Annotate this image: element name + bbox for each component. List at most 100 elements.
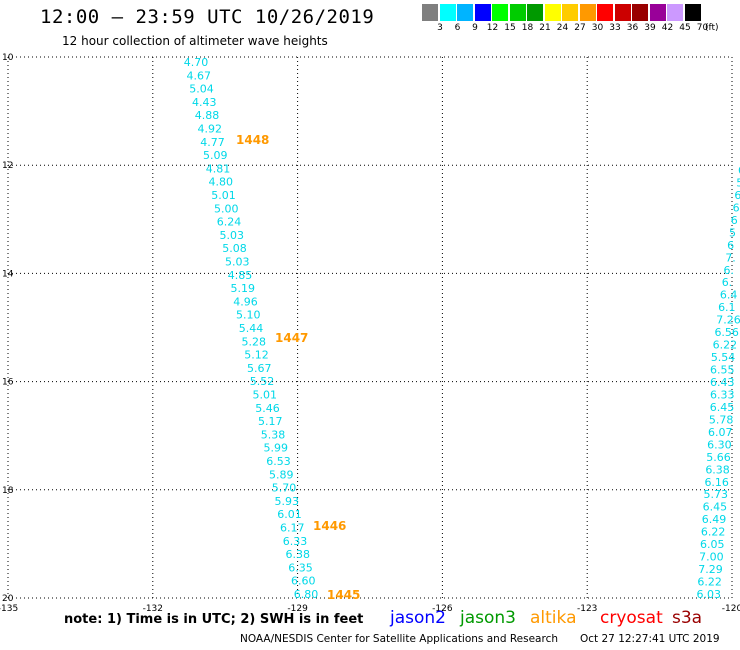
wave-height-value-right: 5.66: [706, 451, 731, 464]
wave-height-value: 6.33: [283, 535, 308, 548]
wave-height-value-right: 7.26: [716, 314, 740, 327]
wave-height-value: 4.67: [187, 69, 212, 82]
wave-height-value-right: 6.05: [700, 538, 725, 551]
lat-tick-label: 10: [2, 53, 14, 63]
wave-height-value: 5.09: [203, 149, 228, 162]
wave-height-value-right: 6: [733, 201, 740, 214]
wave-height-value-right: 7.: [725, 251, 736, 264]
wave-height-value: 5.38: [261, 428, 286, 441]
wave-height-value-right: 7.29: [698, 563, 723, 576]
wave-height-value: 4.43: [192, 96, 217, 109]
wave-height-value: 6.80: [294, 588, 319, 601]
wave-height-value: 6.60: [291, 575, 316, 588]
wave-height-value-right: 6.1: [718, 301, 736, 314]
wave-height-value: 5.03: [220, 229, 245, 242]
wave-height-value-right: 6.03: [697, 588, 722, 601]
footer-note: note: 1) Time is in UTC; 2) SWH is in fe…: [64, 612, 364, 627]
lat-tick-label: 20: [2, 594, 14, 604]
lon-tick-label: -120: [722, 604, 740, 614]
pass-time-label: 1445: [327, 588, 360, 602]
wave-height-value: 4.80: [209, 176, 234, 189]
wave-height-value-right: 6.45: [710, 401, 735, 414]
wave-height-value-right: 6.22: [697, 576, 722, 589]
wave-height-value: 5.52: [250, 375, 275, 388]
wave-height-value: 5.70: [272, 482, 297, 495]
colorbar-swatch: [667, 4, 684, 21]
wave-height-value: 5.12: [244, 349, 269, 362]
wave-height-value: 5.89: [269, 468, 294, 481]
satellite-label-s3a: s3a: [672, 608, 703, 628]
pass-time-label: 1447: [275, 331, 308, 345]
lon-tick-label: -126: [432, 604, 453, 614]
wave-height-value-right: 6.45: [703, 501, 728, 514]
colorbar-label: 27: [574, 23, 586, 33]
satellite-label-cryosat: cryosat: [600, 608, 663, 628]
wave-height-value-right: 6.: [722, 276, 733, 289]
wave-height-value: 4.70: [184, 56, 209, 69]
wave-height-value-right: 6.: [724, 264, 735, 277]
lon-tick-label: -132: [143, 604, 163, 614]
lon-tick-label: -129: [287, 604, 308, 614]
colorbar-label: 36: [626, 23, 639, 33]
wave-height-value: 5.46: [255, 402, 280, 415]
wave-height-value-right: 5: [736, 176, 740, 189]
wave-height-value: 5.93: [275, 495, 300, 508]
colorbar-label: 70: [696, 23, 709, 33]
colorbar-label: 42: [661, 23, 674, 33]
wave-height-value-right: 6.30: [707, 438, 732, 451]
wave-height-value: 5.28: [242, 335, 267, 348]
lon-tick-label: -135: [0, 604, 18, 614]
colorbar-unit: (ft): [705, 23, 719, 33]
satellite-label-altika: altika: [530, 608, 577, 628]
colorbar-label: 33: [609, 23, 621, 33]
wave-height-value: 6.24: [217, 216, 242, 229]
wave-height-value-right: 5.73: [704, 488, 729, 501]
colorbar-label: 18: [521, 23, 534, 33]
lat-tick-label: 14: [2, 269, 14, 279]
wave-height-value: 4.77: [200, 136, 225, 149]
satellite-label-jason3: jason3: [460, 608, 516, 628]
wave-height-value-right: 6.07: [708, 426, 733, 439]
wave-height-value-right: 6: [738, 164, 740, 177]
wave-height-value-right: 6: [731, 214, 738, 227]
wave-height-value: 4.88: [195, 109, 220, 122]
lat-tick-label: 18: [2, 486, 14, 496]
wave-height-value-right: 6.38: [705, 463, 730, 476]
wave-height-value: 4.81: [206, 162, 231, 175]
wave-height-value: 4.85: [228, 269, 253, 282]
colorbar-swatch: [509, 4, 527, 21]
colorbar-swatch: [632, 4, 649, 21]
colorbar-swatch: [422, 4, 439, 21]
colorbar-swatch: [457, 4, 474, 21]
wave-height-value: 5.01: [253, 389, 278, 402]
satellite-label-jason2: jason2: [390, 608, 446, 628]
wave-height-value: 5.03: [225, 256, 250, 269]
wave-height-value-right: 6.16: [704, 476, 729, 489]
page-subtitle: 12 hour collection of altimeter wave hei…: [62, 34, 328, 48]
colorbar-label: 12: [486, 23, 499, 33]
page-title: 12:00 – 23:59 UTC 10/26/2019: [40, 6, 375, 28]
wave-height-value: 5.17: [258, 415, 283, 428]
wave-height-value: 6.35: [288, 561, 313, 574]
lon-tick-label: -123: [577, 604, 597, 614]
colorbar-label: 6: [454, 23, 461, 33]
colorbar-swatch: [562, 4, 579, 21]
wave-height-value-right: 6.33: [710, 388, 735, 401]
wave-height-value: 5.99: [264, 442, 289, 455]
colorbar-swatch: [597, 4, 614, 21]
colorbar-label: 3: [437, 23, 443, 33]
colorbar-label: 15: [504, 23, 516, 33]
wave-height-value: 6.53: [266, 455, 291, 468]
wave-height-value-right: 6.22: [701, 526, 726, 539]
colorbar-swatch: [579, 4, 597, 21]
wave-height-value: 5.67: [247, 362, 272, 375]
lat-tick-label: 12: [2, 161, 13, 171]
pass-time-label: 1448: [236, 133, 269, 147]
wave-height-value-right: 5: [729, 226, 736, 239]
wave-height-value: 5.19: [231, 282, 256, 295]
lat-tick-label: 16: [2, 378, 14, 388]
colorbar-swatch: [684, 4, 702, 21]
wave-height-value-right: 6.22: [713, 339, 738, 352]
wave-height-value-right: 6.43: [710, 376, 735, 389]
